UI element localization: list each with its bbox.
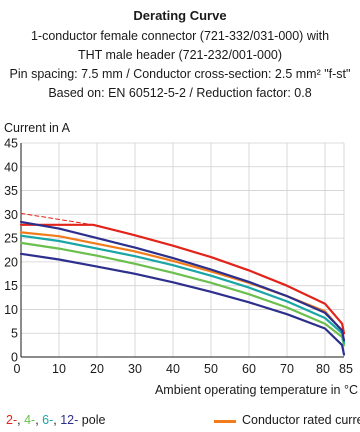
x-tick-label: 50	[204, 362, 218, 376]
pole-legend-part: 6-	[42, 413, 54, 427]
pole-legend-part: ,	[17, 413, 25, 427]
series-line-2	[20, 212, 94, 226]
pole-legend: 2-, 4-, 6-, 12- pole	[6, 412, 105, 428]
chart-title: Derating Curve	[133, 8, 227, 23]
y-tick-label: 0	[11, 351, 18, 365]
series-line-3	[19, 241, 346, 347]
y-axis-label: Current in A	[4, 121, 71, 135]
x-tick-label: 85	[339, 362, 353, 376]
y-tick-label: 45	[4, 137, 18, 151]
pole-legend-part: 12-	[60, 413, 79, 427]
x-tick-label: 40	[166, 362, 180, 376]
x-tick-label: 20	[90, 362, 104, 376]
x-tick-label: 60	[242, 362, 256, 376]
y-tick-label: 20	[4, 255, 18, 269]
rated-current-legend-label: Conductor rated current	[242, 413, 360, 427]
y-tick-label: 5	[11, 327, 18, 341]
x-tick-label: 10	[52, 362, 66, 376]
pole-legend-part: 4-	[24, 413, 36, 427]
subtitle-line-3: Pin spacing: 7.5 mm / Conductor cross-se…	[9, 67, 351, 81]
subtitle-line-1: 1-conductor female connector (721-332/03…	[30, 29, 330, 43]
subtitle-line-4: Based on: EN 60512-5-2 / Reduction facto…	[48, 86, 312, 100]
pole-legend-part: ,	[35, 413, 43, 427]
x-tick-label: 70	[280, 362, 294, 376]
pole-legend-part: 2-	[6, 413, 18, 427]
y-tick-label: 35	[4, 184, 18, 198]
rated-current-swatch	[214, 420, 236, 423]
series-line-4	[19, 234, 346, 344]
y-tick-label: 15	[4, 279, 18, 293]
series-line-6	[19, 220, 346, 342]
y-tick-label: 10	[4, 303, 18, 317]
series-line-5	[19, 252, 346, 356]
y-tick-label: 30	[4, 208, 18, 222]
x-origin-label: 0	[14, 362, 21, 376]
y-tick-label: 40	[4, 160, 18, 174]
subtitle-line-2: THT male header (721-232/001-000)	[77, 48, 283, 62]
x-axis-label: Ambient operating temperature in °C	[155, 383, 358, 397]
pole-legend-part: ,	[53, 413, 61, 427]
pole-legend-part: pole	[78, 413, 106, 427]
x-tick-label: 30	[128, 362, 142, 376]
derating-chart: 0 5 10 15 20 25 30 35 40 45 0 10 20 30 40 50 60 70 80 85 Cur…	[4, 121, 358, 397]
y-tick-label: 25	[4, 232, 18, 246]
x-tick-label: 80	[316, 362, 330, 376]
series-line-1	[19, 223, 346, 335]
